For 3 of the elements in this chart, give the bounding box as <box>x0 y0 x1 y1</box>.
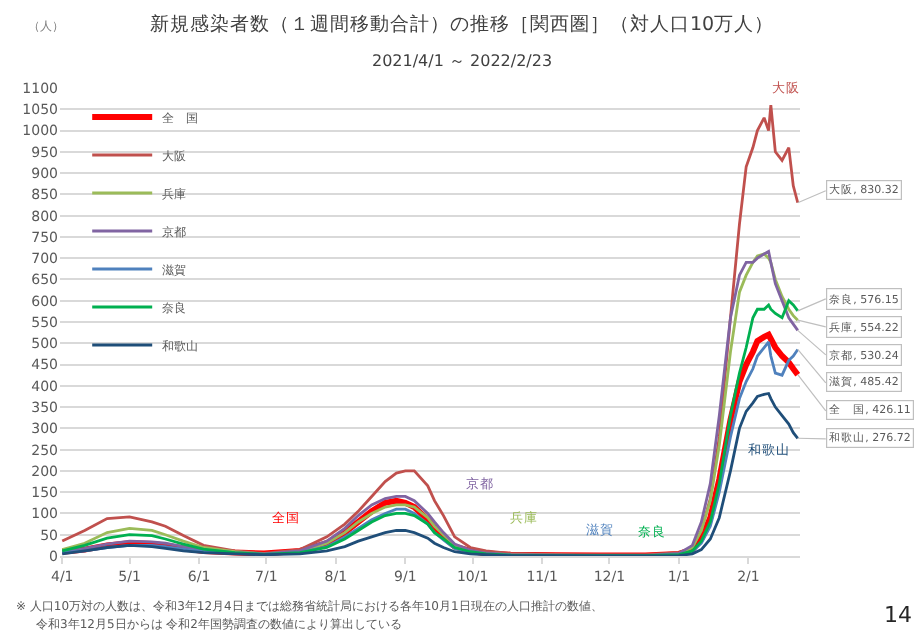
text: 14 <box>884 602 912 628</box>
chart-subtitle: 2021/4/1 ～ 2022/2/23 <box>372 52 553 70</box>
chart-title: 新規感染者数（１週間移動合計）の推移［関西圏］（対人口10万人） <box>150 12 775 36</box>
